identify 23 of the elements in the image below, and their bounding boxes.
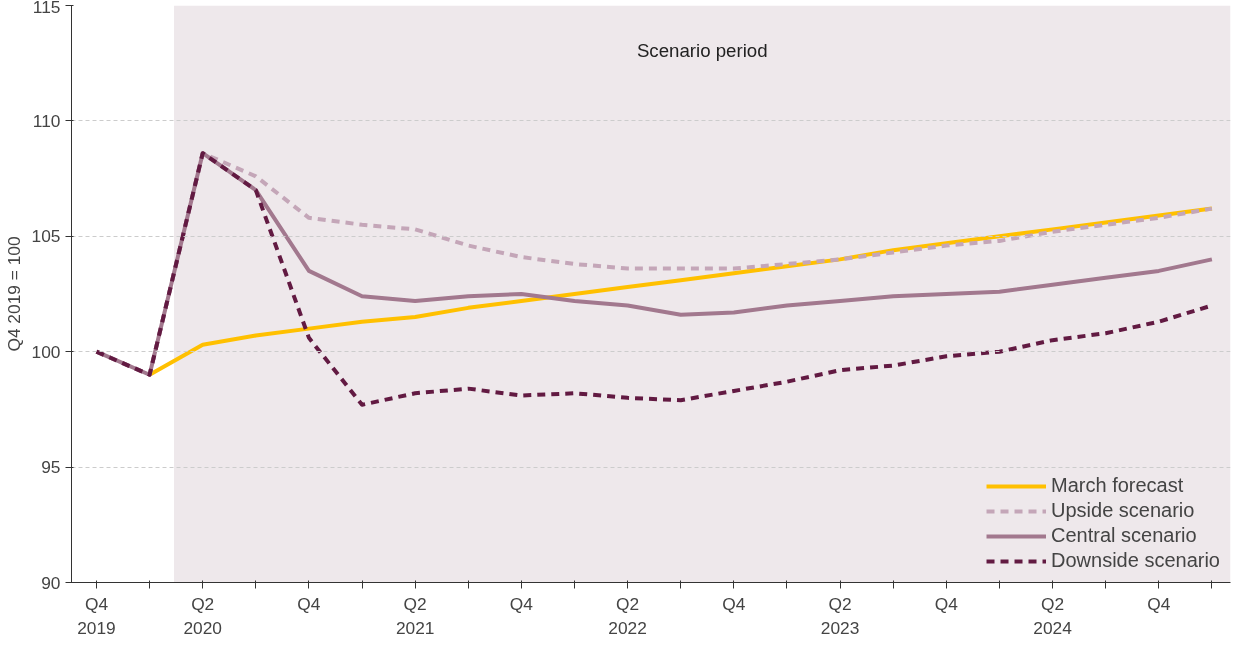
x-tick-label: Q2 2020 — [183, 593, 222, 638]
x-tick-label: Q4 — [509, 593, 534, 614]
legend-label: March forecast — [1051, 474, 1184, 497]
y-tick-label: 100 — [31, 341, 61, 362]
y-tick-label: 95 — [41, 457, 61, 478]
legend-label: Upside scenario — [1051, 499, 1195, 522]
y-axis-title: Q4 2019 = 100 — [3, 236, 24, 352]
x-tick-label: Q4 — [297, 593, 321, 614]
x-tick-label: Q2 2022 — [608, 593, 647, 638]
legend-label: Central scenario — [1051, 524, 1197, 547]
y-tick-label: 90 — [41, 572, 61, 593]
annotation: Scenario period — [636, 40, 768, 61]
x-tick-label: Q4 — [1147, 593, 1171, 614]
y-tick-label: 115 — [32, 0, 61, 17]
x-tick-label: Q4 — [934, 593, 959, 614]
x-tick-label: Q2 2023 — [820, 593, 860, 638]
x-tick-label: Q2 2024 — [1033, 593, 1073, 638]
x-tick-label: Q4 2019 — [77, 593, 116, 638]
y-tick-label: 105 — [31, 226, 61, 247]
x-tick-label: Q4 — [722, 593, 746, 614]
legend-label: Downside scenario — [1051, 549, 1220, 572]
x-tick-label: Q2 2021 — [395, 593, 435, 638]
y-tick-label: 110 — [32, 110, 61, 131]
